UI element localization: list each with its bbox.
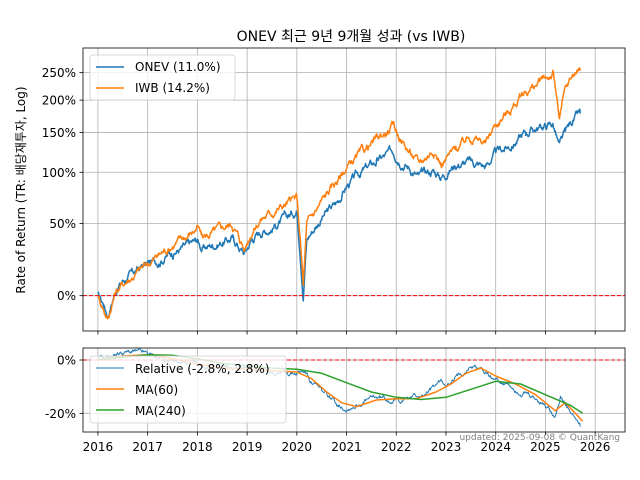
top-axes-frame bbox=[82, 47, 626, 332]
top-y-tick-label: 100% bbox=[42, 166, 76, 180]
bottom-x-tick-label: 2016 bbox=[83, 440, 114, 454]
series-line-iwb-14-2 bbox=[97, 67, 581, 320]
legend-label-relative: Relative (-2.8%, 2.8%) bbox=[135, 362, 270, 376]
bottom-y-tick-label: 0% bbox=[57, 354, 76, 368]
bottom-x-tick-label: 2020 bbox=[282, 440, 313, 454]
bottom-x-ticks: 2016 2017 2018 2019 2020 2021 2022 2023 2024 2025… bbox=[83, 432, 611, 454]
bottom-axes: 0%-20% 2016 2017 2018 2019 2020 2021 2022 2023 2… bbox=[45, 347, 626, 454]
legend-label-onev: ONEV (11.0%) bbox=[135, 60, 221, 74]
legend-label-ma60: MA(60) bbox=[135, 383, 178, 397]
bottom-x-tick-label: 2026 bbox=[580, 440, 611, 454]
top-legend-box bbox=[89, 54, 236, 101]
top-y-tick-label: 0% bbox=[57, 289, 76, 303]
bottom-y-tick-label: -20% bbox=[45, 407, 76, 421]
top-y-tick-label: 200% bbox=[42, 94, 76, 108]
legend-label-ma240: MA(240) bbox=[135, 404, 186, 418]
legend-label-iwb: IWB (14.2%) bbox=[135, 81, 210, 95]
bottom-x-tick-label: 2018 bbox=[182, 440, 213, 454]
top-legend: ONEV (11.0%) IWB (14.2%) bbox=[89, 54, 236, 101]
bottom-legend: Relative (-2.8%, 2.8%) MA(60) MA(240) bbox=[89, 355, 287, 424]
top-y-tick-label: 150% bbox=[42, 126, 76, 140]
top-y-tick-label: 50% bbox=[49, 217, 76, 231]
bottom-x-tick-label: 2025 bbox=[530, 440, 561, 454]
bottom-x-tick-label: 2023 bbox=[431, 440, 462, 454]
bottom-x-tick-label: 2019 bbox=[232, 440, 263, 454]
bottom-x-tick-label: 2017 bbox=[132, 440, 163, 454]
chart-title: ONEV 최근 9년 9개월 성과 (vs IWB) bbox=[237, 29, 466, 45]
top-y-axis-label: Rate of Return (TR: 배당재투자, Log) bbox=[14, 86, 28, 293]
top-series-group bbox=[83, 67, 625, 320]
bottom-x-tick-label: 2021 bbox=[331, 440, 362, 454]
bottom-x-tick-label: 2024 bbox=[480, 440, 511, 454]
top-y-ticks: 0% 50% 100% 150% 200% 250% bbox=[42, 66, 83, 303]
bottom-y-ticks: 0% -20% bbox=[45, 354, 83, 421]
bottom-axes-frame bbox=[82, 347, 626, 433]
top-x-ticks bbox=[97, 331, 596, 335]
top-axes: 0% 50% 100% 150% 200% 250% Rate of Return (TR… bbox=[14, 47, 626, 335]
bottom-legend-box bbox=[89, 355, 287, 424]
top-y-tick-label: 250% bbox=[42, 66, 76, 80]
footer-note: updated: 2025-09-08 © QuantKang bbox=[459, 433, 620, 443]
series-line-onev-11-0 bbox=[97, 108, 581, 319]
bottom-x-tick-label: 2022 bbox=[381, 440, 412, 454]
